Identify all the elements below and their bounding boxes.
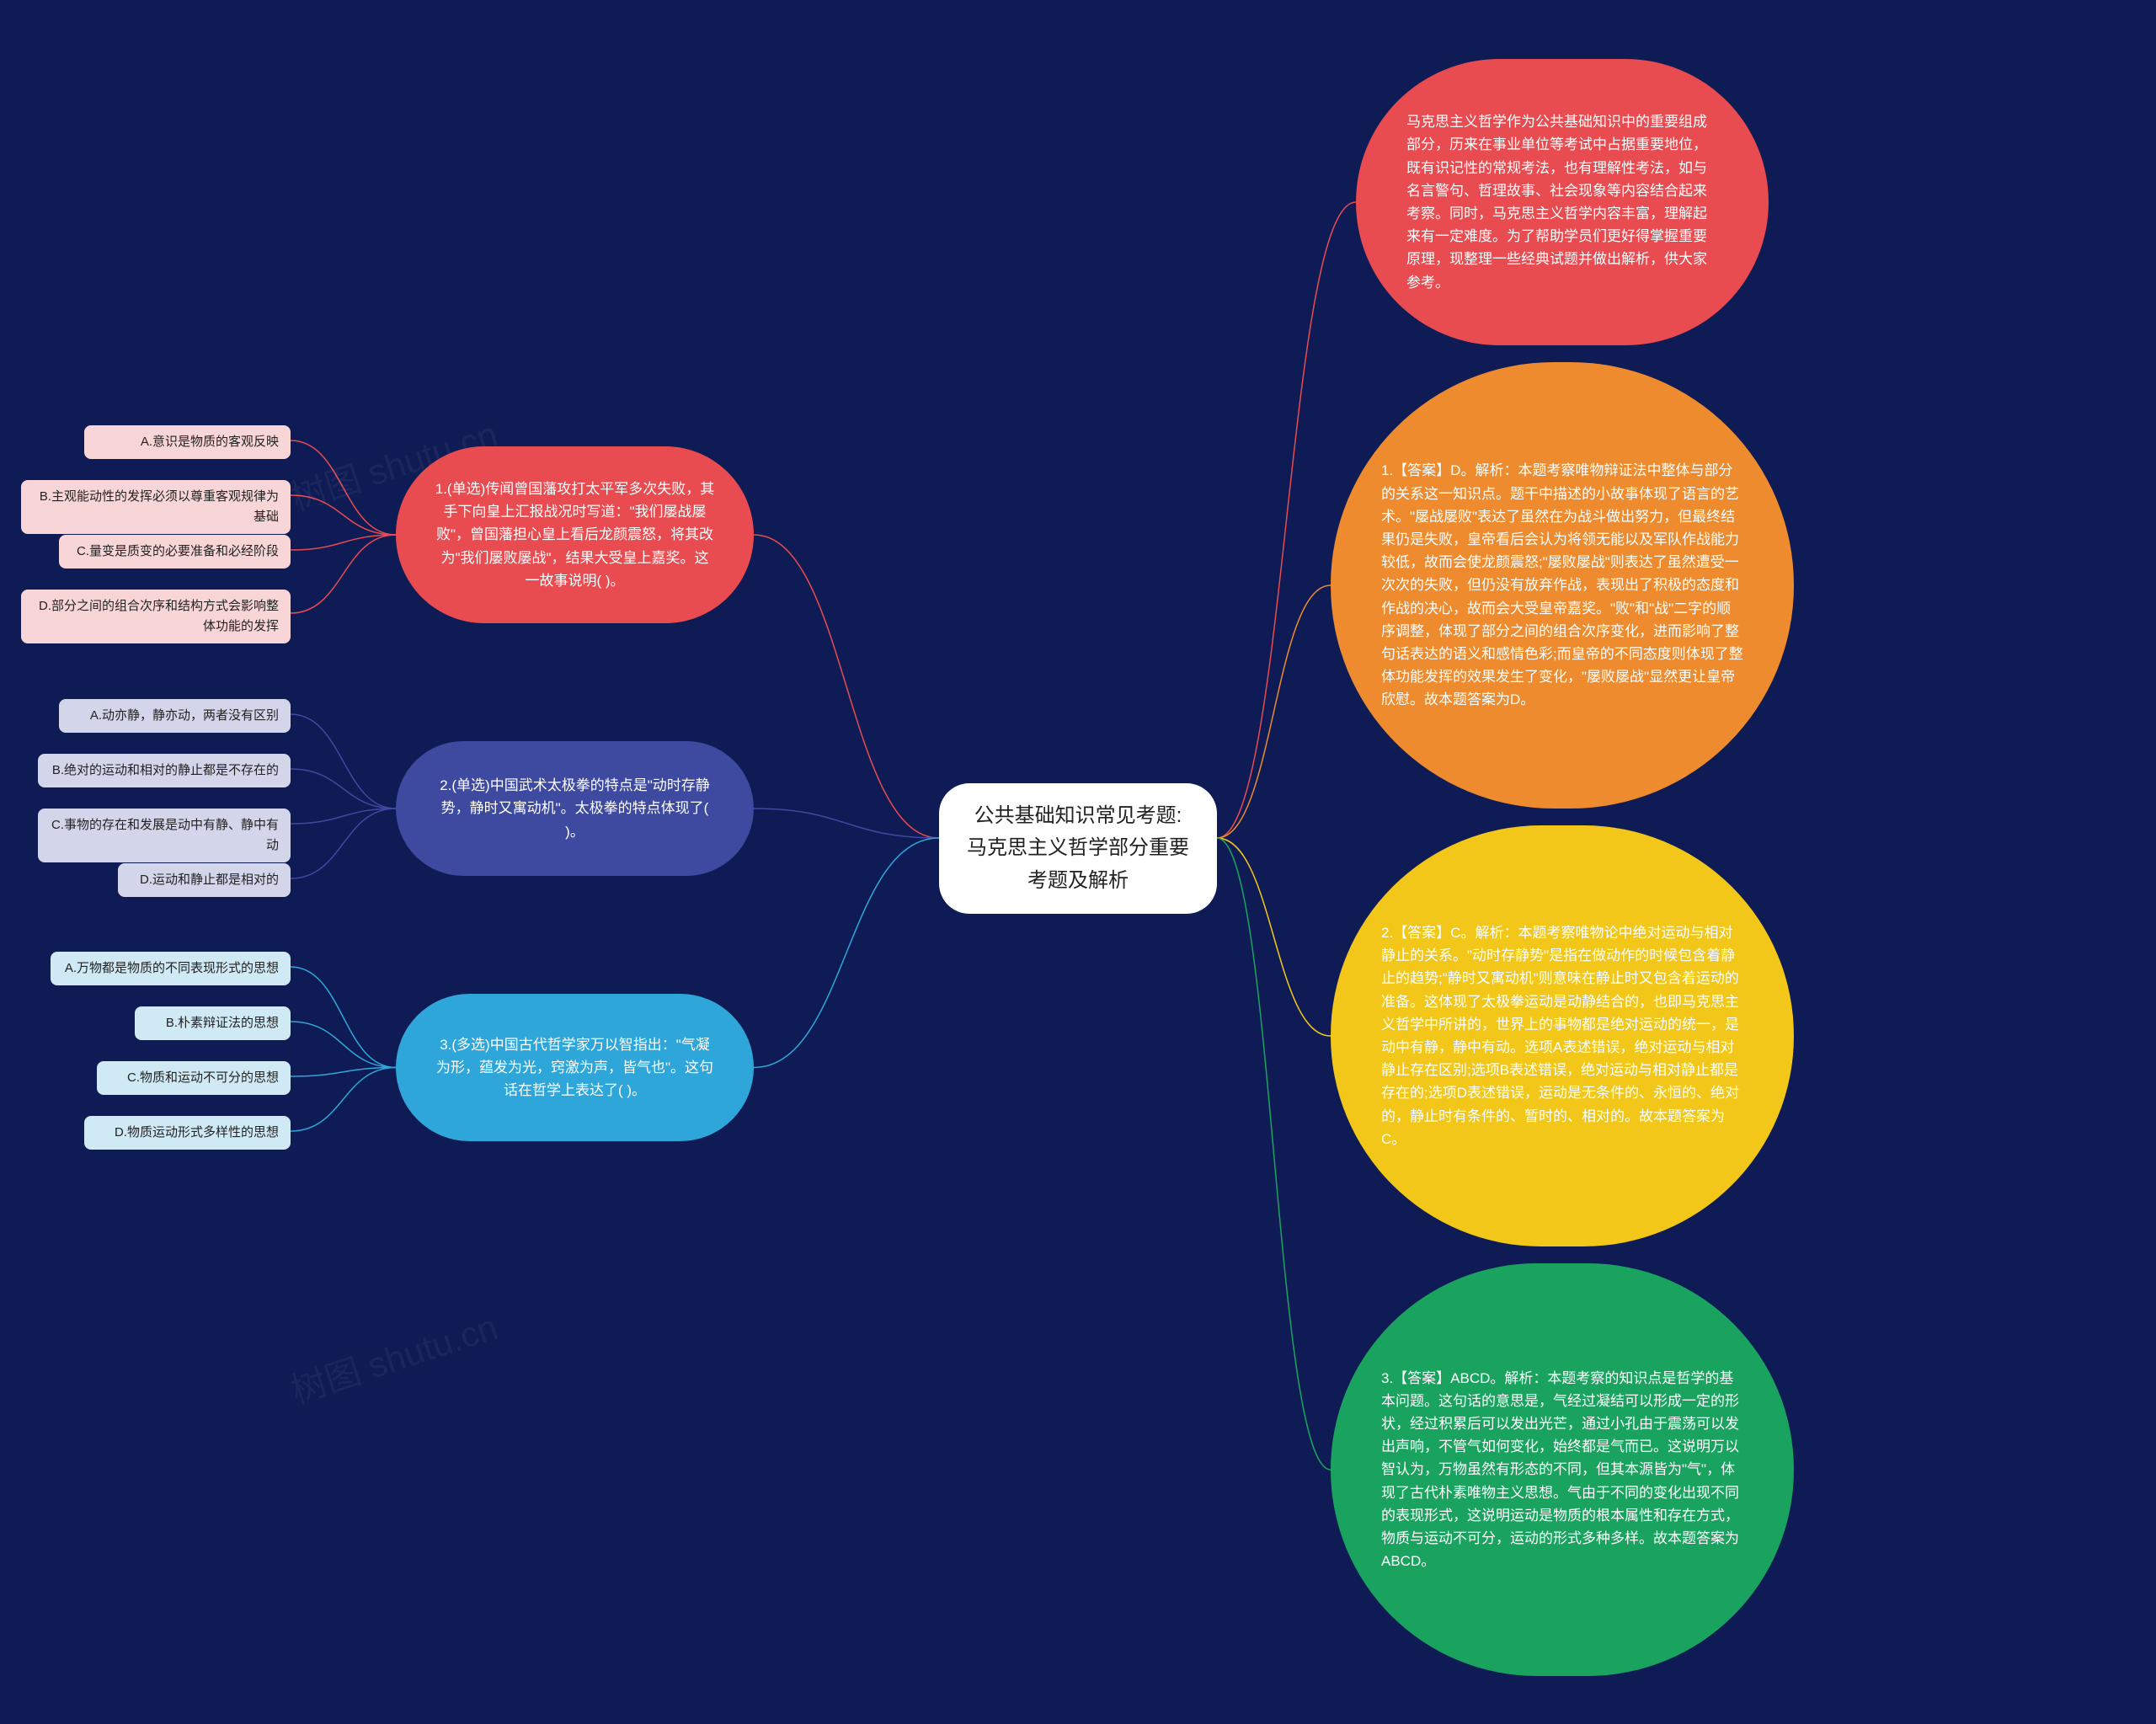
right-node-answer-3[interactable]: 3.【答案】ABCD。解析：本题考察的知识点是哲学的基本问题。这句话的意思是，气…: [1331, 1263, 1794, 1676]
leaf-q2-b[interactable]: B.绝对的运动和相对的静止都是不存在的: [38, 754, 291, 787]
leaf-q2-d[interactable]: D.运动和静止都是相对的: [118, 863, 291, 897]
leaf-q1-c[interactable]: C.量变是质变的必要准备和必经阶段: [59, 535, 291, 568]
leaf-q2-a[interactable]: A.动亦静，静亦动，两者没有区别: [59, 699, 291, 733]
leaf-q3-d[interactable]: D.物质运动形式多样性的思想: [84, 1116, 291, 1150]
left-node-q2[interactable]: 2.(单选)中国武术太极拳的特点是"动时存静势，静时又寓动机"。太极拳的特点体现…: [396, 741, 754, 876]
leaf-q3-c[interactable]: C.物质和运动不可分的思想: [97, 1061, 291, 1095]
left-node-q1[interactable]: 1.(单选)传闻曾国藩攻打太平军多次失败，其手下向皇上汇报战况时写道："我们屡战…: [396, 446, 754, 623]
right-node-intro[interactable]: 马克思主义哲学作为公共基础知识中的重要组成部分，历来在事业单位等考试中占据重要地…: [1356, 59, 1769, 345]
center-node[interactable]: 公共基础知识常见考题:马克思主义哲学部分重要考题及解析: [939, 783, 1217, 914]
watermark: 树图 shutu.cn: [284, 1299, 504, 1414]
leaf-q1-d[interactable]: D.部分之间的组合次序和结构方式会影响整体功能的发挥: [21, 590, 291, 643]
leaf-q1-b[interactable]: B.主观能动性的发挥必须以尊重客观规律为基础: [21, 480, 291, 534]
right-node-answer-2[interactable]: 2.【答案】C。解析：本题考察唯物论中绝对运动与相对静止的关系。"动时存静势"是…: [1331, 825, 1794, 1246]
leaf-q3-b[interactable]: B.朴素辩证法的思想: [135, 1006, 291, 1040]
leaf-q2-c[interactable]: C.事物的存在和发展是动中有静、静中有动: [38, 809, 291, 862]
leaf-q1-a[interactable]: A.意识是物质的客观反映: [84, 425, 291, 459]
leaf-q3-a[interactable]: A.万物都是物质的不同表现形式的思想: [51, 952, 291, 985]
left-node-q3[interactable]: 3.(多选)中国古代哲学家万以智指出："气凝为形，蕴发为光，窍激为声，皆气也"。…: [396, 994, 754, 1141]
right-node-answer-1[interactable]: 1.【答案】D。解析：本题考察唯物辩证法中整体与部分的关系这一知识点。题干中描述…: [1331, 362, 1794, 809]
